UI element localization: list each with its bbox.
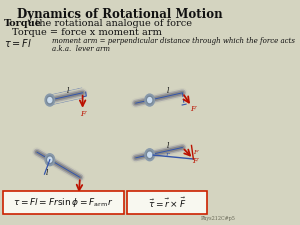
Circle shape <box>45 94 55 106</box>
FancyBboxPatch shape <box>3 191 124 214</box>
Text: Dynamics of Rotational Motion: Dynamics of Rotational Motion <box>17 8 222 21</box>
Text: F: F <box>193 157 198 165</box>
Text: moment arm = perpendicular distance through which the force acts: moment arm = perpendicular distance thro… <box>52 38 295 45</box>
Text: Torque: Torque <box>4 19 42 28</box>
Text: F: F <box>190 105 196 113</box>
Circle shape <box>47 156 53 164</box>
Circle shape <box>48 98 52 103</box>
Text: F: F <box>193 150 197 155</box>
Text: a.k.a.  lever arm: a.k.a. lever arm <box>52 45 110 53</box>
Text: l: l <box>167 142 169 150</box>
Text: F: F <box>76 194 81 202</box>
Text: l: l <box>167 87 169 95</box>
Text: $\tau = Fl$: $\tau = Fl$ <box>4 38 32 50</box>
Circle shape <box>145 94 154 106</box>
Circle shape <box>146 151 153 159</box>
Text: l: l <box>46 169 49 177</box>
Circle shape <box>47 96 53 104</box>
FancyBboxPatch shape <box>127 191 207 214</box>
Text: : the rotational analogue of force: : the rotational analogue of force <box>29 19 192 28</box>
Text: F: F <box>80 110 85 118</box>
Circle shape <box>148 152 152 157</box>
Text: $\vec{\tau} = \vec{r}\times\vec{F}$: $\vec{\tau} = \vec{r}\times\vec{F}$ <box>148 195 186 209</box>
Circle shape <box>146 96 153 104</box>
Text: Phys212C#p5: Phys212C#p5 <box>200 216 235 221</box>
Circle shape <box>48 157 52 162</box>
Circle shape <box>148 98 152 103</box>
Text: $\tau = Fl = Fr\sin\phi = F_{\rm arm}\,r$: $\tau = Fl = Fr\sin\phi = F_{\rm arm}\,r… <box>13 196 114 209</box>
Text: l: l <box>67 87 69 95</box>
Circle shape <box>145 149 154 161</box>
Polygon shape <box>49 88 83 105</box>
Circle shape <box>45 154 55 166</box>
Text: Torque = force x moment arm: Torque = force x moment arm <box>12 27 162 36</box>
Text: r: r <box>166 151 169 159</box>
